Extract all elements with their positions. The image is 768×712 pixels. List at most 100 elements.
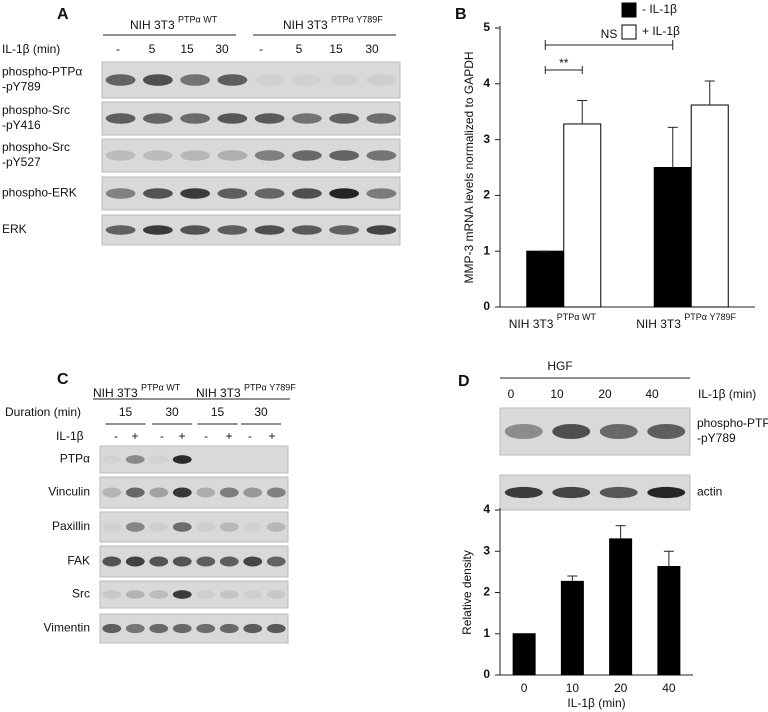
row-label: Src xyxy=(72,587,90,601)
band xyxy=(366,225,397,235)
x-axis-label: IL-1β (min) xyxy=(567,696,625,710)
x-tick-label: 20 xyxy=(614,681,628,695)
cell-line: NIH 3T3 xyxy=(130,18,175,32)
lane-label: 15 xyxy=(329,42,343,56)
row-label: -pY789 xyxy=(697,431,736,445)
band xyxy=(291,225,322,235)
row-label: phospho-Src xyxy=(2,140,70,154)
band xyxy=(329,150,360,161)
band xyxy=(266,590,286,599)
band xyxy=(172,522,192,532)
band xyxy=(217,225,248,235)
band xyxy=(266,522,286,532)
lane-label: 30 xyxy=(365,42,379,56)
x-tick-label: NIH 3T3 PTPα Y789F xyxy=(636,312,736,331)
band xyxy=(217,74,248,86)
bar xyxy=(657,566,681,676)
band xyxy=(647,423,686,440)
panel-letter: B xyxy=(455,6,467,23)
y-tick-label: 2 xyxy=(483,585,490,599)
y-tick-label: 4 xyxy=(483,502,490,516)
y-tick-label: 0 xyxy=(483,667,490,681)
lane-label: 0 xyxy=(508,387,515,401)
band xyxy=(142,113,173,124)
duration-label: 30 xyxy=(165,405,179,419)
legend-label: - IL-1β xyxy=(642,2,677,16)
legend-label: + IL-1β xyxy=(642,24,680,38)
y-tick-label: 3 xyxy=(483,543,490,557)
band xyxy=(254,188,285,199)
row-label: ERK xyxy=(2,222,27,236)
treatment-label: - xyxy=(204,429,208,443)
band xyxy=(366,74,397,86)
row-label: phospho-PTPα xyxy=(2,65,82,79)
band xyxy=(125,522,145,532)
panel-letter: D xyxy=(458,373,470,390)
band xyxy=(366,188,397,199)
band xyxy=(196,556,216,567)
construct: PTPα Y789F xyxy=(244,382,296,392)
band xyxy=(102,590,122,599)
band xyxy=(243,623,263,634)
panel-letter: C xyxy=(57,371,69,388)
treatment-label: + xyxy=(268,429,275,443)
bar xyxy=(526,250,565,308)
band xyxy=(196,623,216,634)
band xyxy=(243,556,263,567)
band xyxy=(149,522,169,532)
band xyxy=(102,522,122,532)
band xyxy=(329,74,360,86)
band xyxy=(329,225,360,235)
row-label: Vinculin xyxy=(48,485,90,499)
cell-line: NIH 3T3 xyxy=(283,18,328,32)
band xyxy=(105,74,136,86)
row-label: phospho-Src xyxy=(2,103,70,117)
band xyxy=(243,522,263,532)
band xyxy=(243,487,263,498)
band xyxy=(125,623,145,634)
band xyxy=(266,556,286,567)
lane-title: IL-1β (min) xyxy=(2,42,60,56)
band xyxy=(180,113,211,124)
lane-label: 40 xyxy=(645,387,659,401)
y-tick-label: 4 xyxy=(483,76,490,90)
row-label: phospho-PTPα xyxy=(697,416,768,430)
lane-label: 20 xyxy=(598,387,612,401)
band xyxy=(142,74,173,86)
treatment-label: - xyxy=(114,429,118,443)
blot xyxy=(99,445,289,474)
band xyxy=(105,150,136,161)
band xyxy=(196,487,216,498)
bar xyxy=(560,580,584,676)
band xyxy=(125,556,145,567)
band xyxy=(366,150,397,161)
row-label: Vimentin xyxy=(44,621,90,635)
construct: PTPα WT xyxy=(178,14,218,24)
band xyxy=(217,150,248,161)
band xyxy=(142,150,173,161)
band xyxy=(254,225,285,235)
band xyxy=(180,188,211,199)
group-label: HGF xyxy=(547,359,572,373)
lane-label: 10 xyxy=(550,387,564,401)
band xyxy=(219,590,239,599)
x-tick-label: 0 xyxy=(521,681,528,695)
band xyxy=(217,188,248,199)
band xyxy=(291,74,322,86)
band xyxy=(125,590,145,599)
band xyxy=(196,522,216,532)
band xyxy=(102,623,122,634)
band xyxy=(125,487,145,498)
band xyxy=(219,556,239,567)
band xyxy=(102,487,122,498)
treatment-title: IL-1β xyxy=(56,429,84,443)
y-tick-label: 0 xyxy=(483,299,490,313)
row-label: FAK xyxy=(67,554,90,568)
y-axis-label: Relative density xyxy=(460,550,474,635)
band xyxy=(172,487,192,498)
bar xyxy=(563,123,602,308)
band xyxy=(504,423,543,440)
band xyxy=(125,455,145,464)
lane-title: IL-1β (min) xyxy=(698,387,756,401)
band xyxy=(552,486,591,499)
